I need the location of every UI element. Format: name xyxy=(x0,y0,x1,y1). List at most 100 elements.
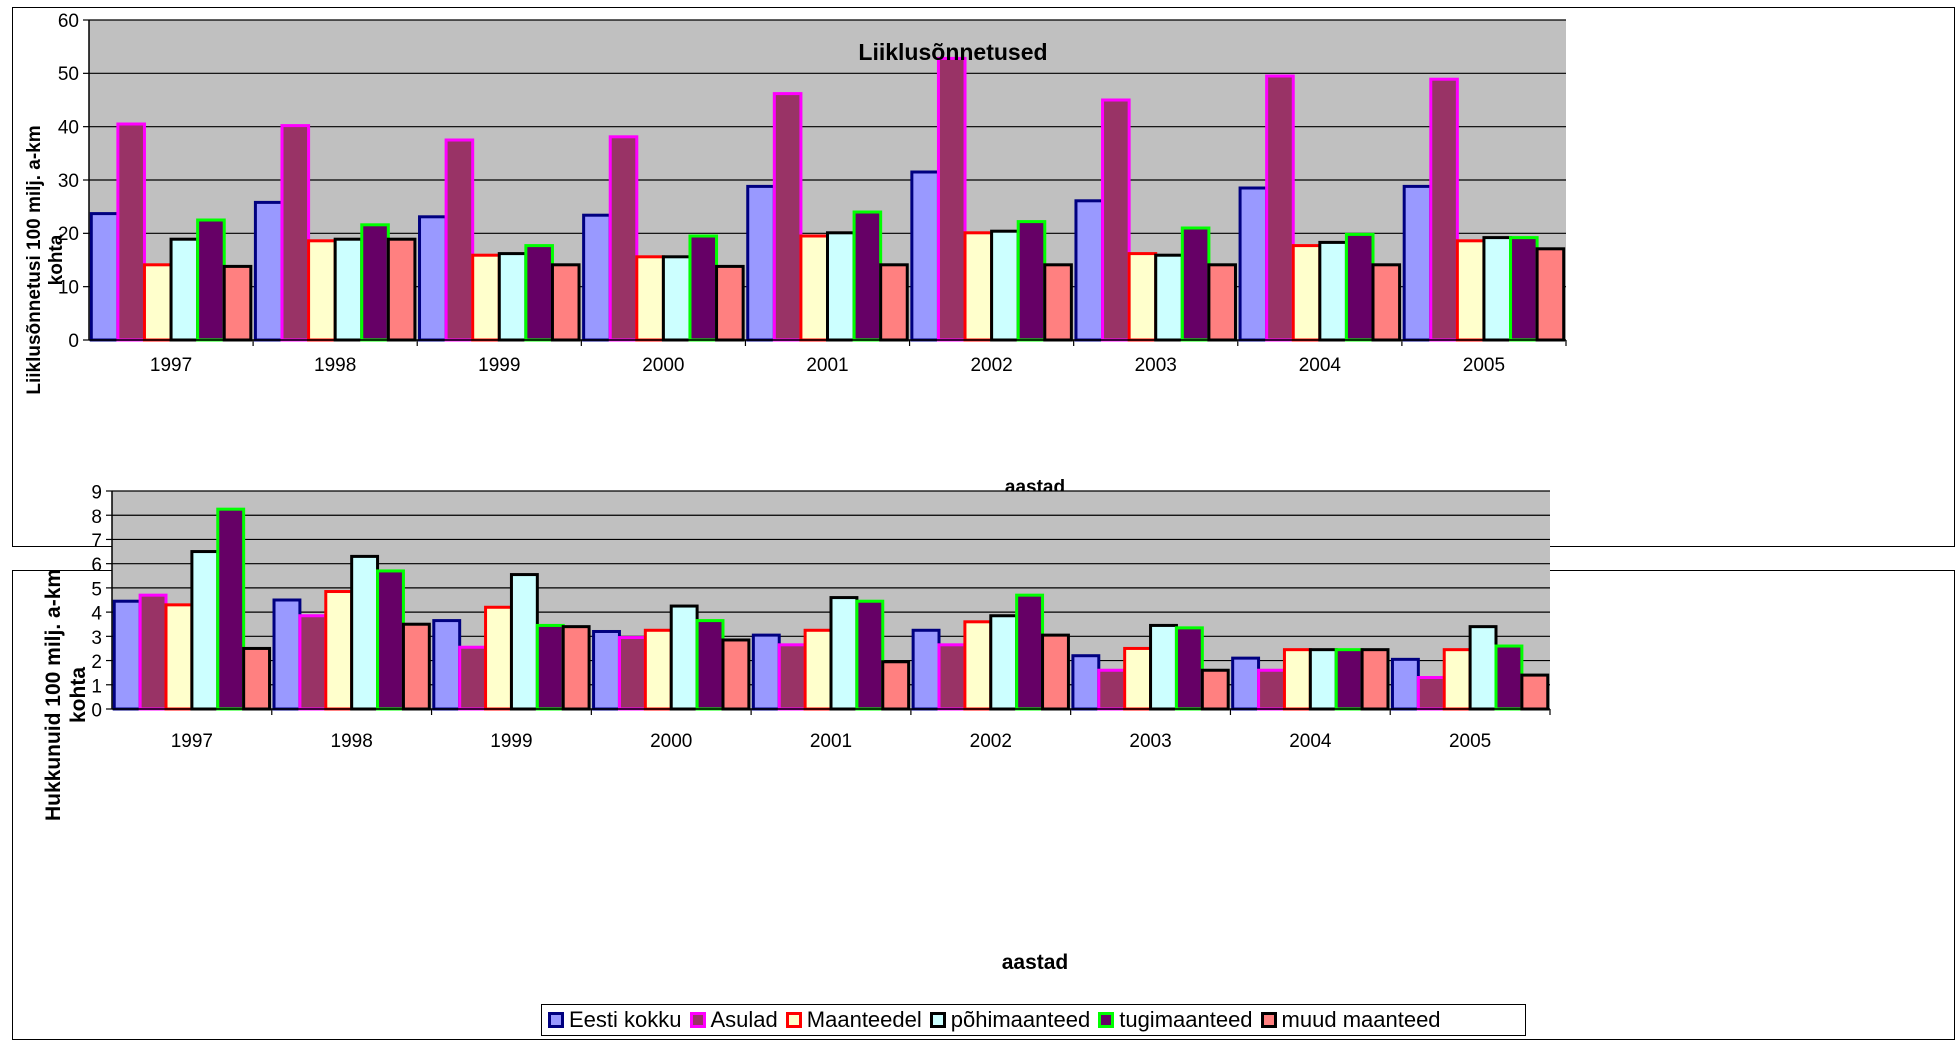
bar-Eesti-kokku-2004 xyxy=(1231,656,1261,711)
legend: Eesti kokku Asulad Maanteedel põhimaanteed t… xyxy=(541,1004,1526,1036)
legend-swatch xyxy=(689,1012,706,1028)
y-axis-label: Liiklusõnnetusi 100 milj. a-km kohta xyxy=(24,125,67,394)
legend-label: Maanteedel xyxy=(806,1007,922,1032)
y-tick-label: 7 xyxy=(91,531,102,552)
bar-Eesti-kokku-1998 xyxy=(272,598,302,711)
bar-muud-maanteed-2000 xyxy=(715,264,745,342)
x-tick-label: 2002 xyxy=(970,355,1012,376)
x-tick-label: 2003 xyxy=(1129,731,1171,752)
y-tick-label: 0 xyxy=(68,331,79,352)
legend-item: Asulad xyxy=(689,1007,778,1033)
bar-Maanteedel-2001 xyxy=(803,628,833,711)
legend-label: põhimaanteed xyxy=(950,1007,1091,1032)
y-tick-label: 10 xyxy=(58,278,79,299)
bar-tugimaanteed-2003 xyxy=(1174,626,1204,711)
x-tick-label: 1999 xyxy=(478,355,520,376)
y-tick-label: 20 xyxy=(58,224,79,245)
legend-item: Maanteedel xyxy=(785,1007,922,1033)
bar-Asulad-1998 xyxy=(298,614,328,711)
y-tick-label: 60 xyxy=(58,11,79,32)
bar-Eesti-kokku-2003 xyxy=(1071,654,1101,711)
bar-tugimaanteed-1998 xyxy=(376,569,405,711)
x-tick-label: 1998 xyxy=(331,731,373,752)
bar-tugimaanteed-2002 xyxy=(1016,220,1047,342)
bar-Eesti-kokku-2005 xyxy=(1390,657,1420,711)
x-tick-label: 2005 xyxy=(1449,731,1491,752)
bar-Maanteedel-2005 xyxy=(1442,648,1472,711)
x-tick-label: 2000 xyxy=(642,355,684,376)
y-tick-label: 30 xyxy=(58,171,79,192)
bar-põhimaanteed-1997 xyxy=(190,550,220,711)
x-tick-label: 2002 xyxy=(970,731,1012,752)
bar-muud-maanteed-1998 xyxy=(401,622,431,711)
y-axis-label-line-1: Hukkunuid 100 milj. a-km xyxy=(42,569,65,821)
bar-Maanteedel-1997 xyxy=(164,603,194,711)
y-tick-label: 2 xyxy=(91,652,102,673)
y-tick-label: 9 xyxy=(91,483,102,504)
legend-swatch xyxy=(1098,1012,1115,1028)
plot-area: 0 10 20 30 40 50 60 1997 1998 1999 2000 2001 2002 200… xyxy=(58,11,1567,376)
bar-Asulad-2002 xyxy=(936,56,967,342)
x-tick-label: 1998 xyxy=(314,355,356,376)
x-tick-label: 2000 xyxy=(650,731,692,752)
legend-label: tugimaanteed xyxy=(1119,1007,1253,1032)
bar-põhimaanteed-2002 xyxy=(989,614,1019,711)
bar-Maanteedel-2005 xyxy=(1455,239,1486,342)
y-axis-label-line-1: Liiklusõnnetusi 100 milj. a-km xyxy=(24,125,45,394)
bar-Asulad-2001 xyxy=(777,643,807,711)
bar-tugimaanteed-2002 xyxy=(1015,593,1045,711)
y-tick-label: 0 xyxy=(91,701,102,722)
y-tick-label: 4 xyxy=(91,604,102,625)
bar-Eesti-kokku-1997 xyxy=(112,599,142,711)
x-tick-label: 2001 xyxy=(810,731,852,752)
bar-põhimaanteed-1998 xyxy=(333,237,364,342)
legend-swatch xyxy=(1260,1012,1277,1028)
chart-title: Liiklusõnnetused xyxy=(858,39,1047,65)
bar-Eesti-kokku-2002 xyxy=(911,628,941,711)
x-tick-label: 1997 xyxy=(171,731,213,752)
y-axis-label: Hukkunuid 100 milj. a-km kohta xyxy=(42,569,90,821)
bar-põhimaanteed-2001 xyxy=(829,596,859,711)
bar-Asulad-2004 xyxy=(1257,668,1286,711)
legend-swatch xyxy=(785,1012,802,1028)
x-tick-label: 2003 xyxy=(1135,355,1177,376)
bar-Maanteedel-1999 xyxy=(484,605,513,711)
legend-swatch xyxy=(929,1012,946,1028)
legend-label: muud maanteed xyxy=(1281,1007,1441,1032)
y-tick-label: 8 xyxy=(91,507,102,528)
x-tick-label: 2005 xyxy=(1463,355,1505,376)
bar-Maanteedel-2004 xyxy=(1282,648,1312,711)
bar-muud-maanteed-2005 xyxy=(1520,673,1550,711)
bar-põhimaanteed-2004 xyxy=(1308,648,1338,711)
bar-Asulad-2000 xyxy=(617,636,647,711)
bar-muud-maanteed-2002 xyxy=(1041,633,1070,711)
y-tick-label: 40 xyxy=(58,118,79,139)
bar-tugimaanteed-1999 xyxy=(535,623,565,711)
bar-Maanteedel-2002 xyxy=(963,620,993,711)
y-tick-label: 3 xyxy=(91,628,102,649)
bar-muud-maanteed-2001 xyxy=(881,660,911,711)
bar-Eesti-kokku-1999 xyxy=(432,619,462,711)
bar-Eesti-kokku-1998 xyxy=(253,200,284,342)
bar-tugimaanteed-2005 xyxy=(1494,644,1524,711)
bar-Maanteedel-2000 xyxy=(643,628,673,711)
bar-muud-maanteed-1997 xyxy=(242,646,272,711)
y-tick-label: 50 xyxy=(58,64,79,85)
y-tick-label: 5 xyxy=(91,579,102,600)
bar-tugimaanteed-2000 xyxy=(695,619,725,711)
bar-Asulad-2002 xyxy=(937,643,967,711)
bar-põhimaanteed-1998 xyxy=(350,554,380,711)
legend-item: Eesti kokku xyxy=(548,1007,682,1033)
x-tick-label: 2001 xyxy=(806,355,848,376)
bar-Asulad-1999 xyxy=(458,645,488,711)
legend-swatch xyxy=(548,1012,564,1028)
bar-muud-maanteed-1999 xyxy=(550,263,581,342)
y-axis-label-line-2: kohta xyxy=(46,234,67,285)
bar-Asulad-2003 xyxy=(1097,668,1127,711)
bar-tugimaanteed-1997 xyxy=(216,507,246,711)
x-tick-label: 1999 xyxy=(490,731,532,752)
bar-Eesti-kokku-2001 xyxy=(751,633,781,711)
bar-Maanteedel-1998 xyxy=(324,590,354,711)
bar-Maanteedel-2003 xyxy=(1123,646,1153,711)
